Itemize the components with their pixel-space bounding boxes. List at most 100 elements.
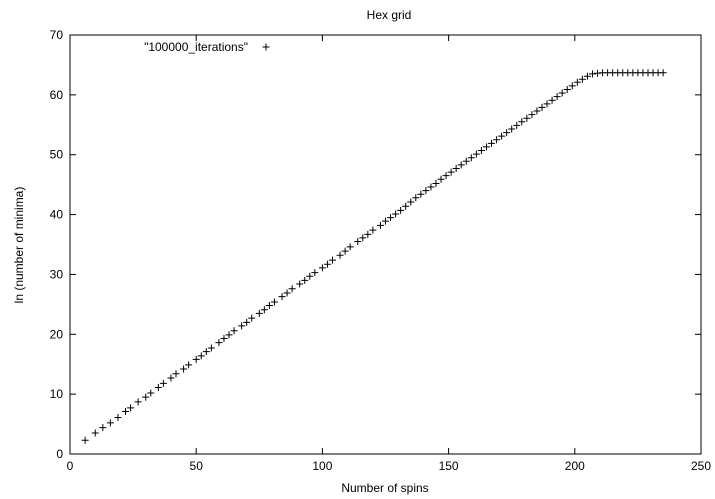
data-point [301,276,309,284]
data-point [114,413,122,421]
y-tick-label: 60 [50,88,64,102]
data-point [538,103,546,111]
data-point [215,339,223,347]
data-point [467,154,475,162]
x-tick-label: 0 [67,459,74,473]
data-point [296,280,304,288]
data-point [452,164,460,172]
data-point [207,344,215,352]
data-point [417,190,425,198]
data-point [488,139,496,147]
data-point [159,379,167,387]
data-point [437,175,445,183]
data-point [412,194,420,202]
data-point [659,69,667,77]
data-point [255,309,263,317]
data-point [341,247,349,255]
data-point [382,217,389,225]
data-point [528,111,536,119]
data-point [498,132,506,140]
data-point [354,238,362,246]
data-point [323,260,331,268]
data-point [376,221,384,229]
data-point [283,289,291,297]
data-point [99,424,107,432]
data-point [180,365,188,373]
data-point [167,374,175,382]
data-point [127,404,135,412]
data-point [364,230,372,238]
data-point [369,226,377,234]
data-point [588,70,596,78]
data-point [192,355,200,363]
data-point [472,150,480,158]
x-tick-label: 150 [439,459,459,473]
data-point [318,264,326,272]
data-point [402,202,410,210]
y-axis-label: ln (number of minima) [12,187,26,304]
data-point [392,210,400,218]
chart-title: Hex grid [367,8,412,22]
y-tick-label: 30 [50,267,64,281]
x-tick-label: 50 [190,459,204,473]
data-point [346,243,354,251]
data-point [578,75,586,83]
data-point [407,198,415,206]
data-point [260,306,268,314]
data-point [270,298,278,306]
data-point [427,183,435,191]
data-point [583,72,591,80]
legend-marker-symbol [262,43,270,51]
legend-label: "100000_iterations" [144,40,248,54]
data-point [336,251,344,259]
data-point [122,408,130,416]
data-point [482,143,490,151]
data-point [503,129,511,137]
data-point [154,384,162,392]
data-point [243,318,251,326]
y-tick-label: 20 [50,327,64,341]
data-point [397,206,405,214]
data-point [197,352,205,360]
data-point [548,96,556,104]
x-tick-label: 100 [312,459,332,473]
data-point [306,272,314,280]
y-tick-label: 40 [50,208,64,222]
data-point [477,147,485,155]
data-point [558,89,566,97]
y-tick-label: 0 [56,447,63,461]
data-point [518,118,526,126]
data-point [432,179,440,187]
data-point [328,256,336,264]
data-point [387,214,395,222]
data-point [422,187,430,195]
data-point [573,78,581,86]
data-point [185,361,193,369]
y-tick-label: 50 [50,148,64,162]
data-point [106,419,114,427]
legend-marker [262,43,270,51]
data-point [220,334,228,342]
data-point [359,234,367,242]
data-point [543,100,551,108]
data-point [311,269,319,277]
legend: "100000_iterations" [144,40,270,54]
x-axis-label: Number of spins [341,481,428,495]
data-point [142,393,150,401]
data-point [288,285,296,293]
data-point [248,314,256,322]
plot-frame [69,34,702,455]
y-tick-label: 10 [50,387,64,401]
data-point [238,322,246,330]
data-point [230,327,238,335]
data-point [594,69,602,77]
data-point [508,125,516,133]
data-point [553,93,561,101]
data-point [457,161,465,169]
axis-ticks: 0 50 100 150 200 250 0 10 20 30 40 50 60 70 [50,28,712,473]
data-point [265,302,273,310]
data-point [563,85,571,93]
x-tick-label: 200 [565,459,585,473]
data-point [225,331,233,339]
